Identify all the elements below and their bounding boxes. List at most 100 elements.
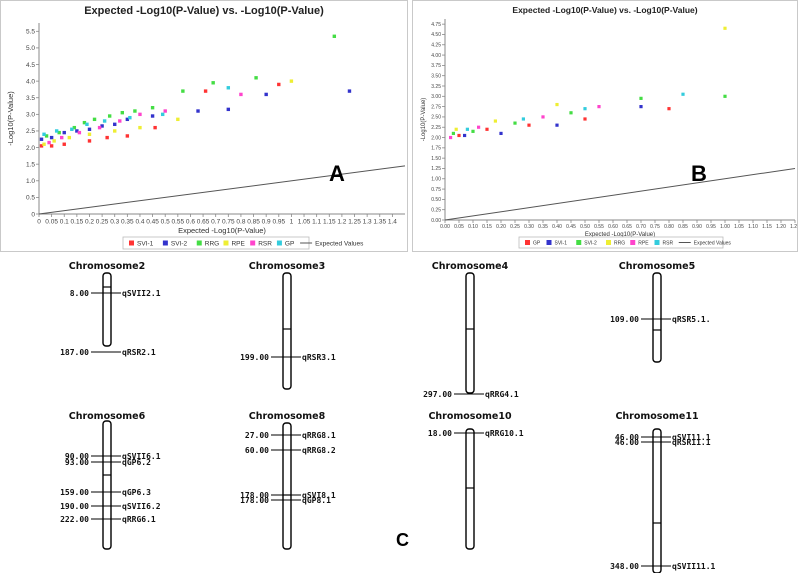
chart-a-point bbox=[133, 109, 137, 113]
chart-b-x-tick-label: 0.00 bbox=[440, 224, 450, 230]
chart-a-x-tick-label: 1.4 bbox=[388, 219, 397, 226]
chart-b-y-tick-label: 0.00 bbox=[431, 218, 441, 224]
chart-a-point bbox=[332, 34, 337, 38]
chart-b-title: Expected -Log10(P-Value) vs. -Log10(P-Va… bbox=[512, 5, 698, 15]
chart-panel-b: Expected -Log10(P-Value) vs. -Log10(P-Va… bbox=[412, 0, 798, 252]
chart-b-expected-line bbox=[444, 167, 796, 221]
qtl-name: qRSR11.1 bbox=[672, 438, 711, 447]
chromosome-bar bbox=[102, 420, 112, 550]
chart-a-x-tick-label: 0.3 bbox=[110, 219, 119, 226]
chart-b-legend-label: SVI-2 bbox=[584, 240, 597, 246]
chart-a-legend-label: SVI-2 bbox=[171, 240, 188, 247]
chart-a-point bbox=[138, 125, 142, 130]
chart-b-x-tick-label: 1.10 bbox=[748, 224, 758, 230]
chart-a-legend-swatch bbox=[250, 240, 256, 246]
qtl-name: qSVII6.2 bbox=[122, 502, 161, 511]
chart-b-x-tick-label: 0.90 bbox=[692, 224, 702, 230]
chart-b-x-tick-label: 0.15 bbox=[482, 224, 492, 230]
chromosome-bar bbox=[282, 272, 292, 390]
chart-b-x-tick-label: 0.35 bbox=[538, 224, 548, 230]
chart-a-legend-swatch bbox=[223, 240, 229, 246]
chart-a-x-tick-label: 0.55 bbox=[171, 219, 184, 226]
chart-a-x-tick-label: 0.45 bbox=[146, 219, 159, 226]
chart-a-point bbox=[39, 144, 44, 148]
chart-a-point bbox=[347, 89, 352, 93]
locus-position: 222.00 bbox=[60, 515, 89, 524]
chromosome-bar bbox=[102, 272, 112, 347]
chart-b-x-tick-label: 0.20 bbox=[496, 224, 506, 230]
chart-b-x-tick-label: 0.95 bbox=[706, 224, 716, 230]
qtl-name: qGP6.2 bbox=[122, 458, 151, 467]
qtl-name: qRSR3.1 bbox=[302, 353, 336, 362]
chart-b-point bbox=[454, 127, 458, 131]
chart-b-x-tick-label: 1.15 bbox=[762, 224, 772, 230]
chart-a-x-tick-label: 1.3 bbox=[363, 219, 372, 226]
chart-a-x-tick-label: 1.1 bbox=[312, 219, 321, 226]
chart-a-x-tick-label: 0.6 bbox=[186, 219, 195, 226]
chart-b-x-tick-label: 0.05 bbox=[454, 224, 464, 230]
qtl-name: qRRG8.1 bbox=[302, 431, 336, 440]
chart-b-x-tick-label: 1.20 bbox=[776, 224, 786, 230]
chart-a-point bbox=[42, 142, 46, 146]
chart-b-legend-swatch bbox=[630, 240, 636, 245]
chart-b-point bbox=[457, 133, 461, 138]
chart-a-point bbox=[39, 137, 44, 141]
chart-b-x-tick-label: 0.65 bbox=[622, 224, 632, 230]
chart-b-y-tick-label: 2.25 bbox=[431, 125, 441, 131]
chart-b-legend-label: Expected Values bbox=[694, 240, 732, 246]
chromosome-bar bbox=[652, 272, 662, 363]
chart-a-x-tick-label: 1.25 bbox=[348, 219, 361, 226]
chart-a-point bbox=[289, 79, 294, 83]
chart-b-legend-label: RRG bbox=[614, 240, 625, 246]
chart-b-legend-label: RPE bbox=[638, 240, 649, 246]
chart-b-point bbox=[499, 131, 503, 136]
chart-a-point bbox=[113, 129, 117, 133]
chart-b-point bbox=[639, 96, 643, 100]
chart-b-point bbox=[667, 107, 671, 111]
chart-b-point bbox=[555, 123, 559, 127]
chart-a-legend-label: RSR bbox=[258, 240, 272, 247]
chart-b-legend-swatch bbox=[546, 240, 552, 245]
chart-a-legend-swatch bbox=[129, 240, 134, 246]
chart-a-point bbox=[120, 110, 124, 115]
chart-a-point bbox=[150, 114, 155, 118]
locus-position: 190.00 bbox=[60, 502, 89, 511]
chart-b-y-tick-label: 2.00 bbox=[431, 135, 441, 141]
locus-position: 27.00 bbox=[245, 431, 269, 440]
chart-a-x-tick-label: 0.9 bbox=[262, 219, 271, 226]
chart-a-legend-label: SVI-1 bbox=[137, 240, 154, 247]
chart-a-legend-label: RRG bbox=[205, 240, 219, 247]
chart-a-y-tick-label: 5.5 bbox=[26, 29, 35, 36]
chart-a-x-tick-label: 1.2 bbox=[337, 219, 346, 226]
chart-a-x-tick-label: 0.25 bbox=[96, 219, 109, 226]
chart-a-point bbox=[196, 109, 200, 113]
chart-a-point bbox=[160, 112, 165, 117]
chart-a-x-tick-label: 0.1 bbox=[60, 219, 69, 226]
chart-a-point bbox=[47, 140, 51, 145]
locus-position: 159.00 bbox=[60, 488, 89, 497]
chart-b-svg: 0.00 0.05 0.10 0.15 0.20 0.25 0.30 0.35 0.40 0.45… bbox=[421, 19, 797, 249]
chromosome-name: Chromosome5 bbox=[619, 261, 696, 272]
chart-a-point bbox=[49, 135, 54, 140]
locus-position: 93.00 bbox=[65, 458, 89, 467]
chart-a-y-tick-label: 1.0 bbox=[26, 178, 35, 185]
qtl-name: qRRG4.1 bbox=[485, 390, 519, 399]
chart-b-y-tick-label: 3.75 bbox=[431, 63, 441, 69]
locus-position: 178.00 bbox=[240, 496, 269, 505]
qtl-name: qGP8.1 bbox=[302, 496, 331, 505]
chart-b-legend-swatch bbox=[576, 240, 582, 245]
chart-a-y-axis-label: -Log10(P-Value) bbox=[6, 91, 15, 146]
chart-a-point bbox=[153, 125, 157, 130]
chart-b-point bbox=[569, 111, 573, 115]
panel-letter-c: C bbox=[396, 530, 409, 550]
chart-b-x-tick-label: 1.25 bbox=[790, 224, 797, 230]
chart-b-x-tick-label: 0.80 bbox=[664, 224, 674, 230]
chart-a-x-tick-label: 0 bbox=[37, 219, 41, 226]
chromosome-bar bbox=[652, 428, 662, 573]
chart-b-y-tick-label: 0.25 bbox=[431, 207, 441, 213]
chart-a-y-tick-label: 5.0 bbox=[26, 45, 35, 52]
chart-b-y-axis-label: -Log10(P-Value) bbox=[421, 98, 427, 142]
chart-a-legend-label: GP bbox=[285, 240, 294, 247]
chart-b-y-tick-label: 3.50 bbox=[431, 73, 441, 79]
chart-b-x-tick-label: 0.70 bbox=[636, 224, 646, 230]
